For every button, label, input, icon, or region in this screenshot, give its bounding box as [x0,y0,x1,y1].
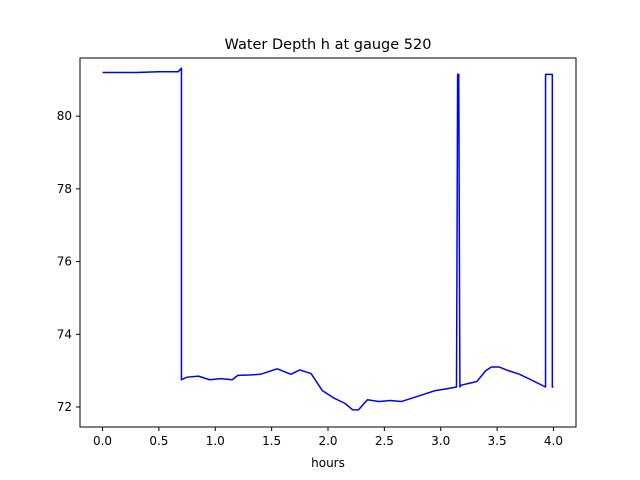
x-tick-label: 3.5 [488,434,507,448]
x-tick-label: 1.5 [262,434,281,448]
x-tick-label: 2.5 [375,434,394,448]
x-tick-label: 1.0 [206,434,225,448]
x-tick-label: 0.0 [93,434,112,448]
series-line-0 [102,67,554,411]
x-axis-label: hours [311,456,345,470]
x-tick-label: 2.0 [318,434,337,448]
y-axis: 72 74 76 78 80 [57,109,80,414]
y-tick-label: 78 [57,182,72,196]
y-tick-label: 76 [57,255,72,269]
chart-title: Water Depth h at gauge 520 [225,37,432,53]
x-tick-label: 3.0 [431,434,450,448]
y-tick-label: 72 [57,400,72,414]
x-tick-label: 4.0 [544,434,563,448]
y-tick-label: 74 [57,327,72,341]
x-tick-label: 0.5 [149,434,168,448]
y-tick-label: 80 [57,109,72,123]
x-axis: 0.0 0.5 1.0 1.5 2.0 2.5 3.0 3.5 4.0 [93,427,563,448]
